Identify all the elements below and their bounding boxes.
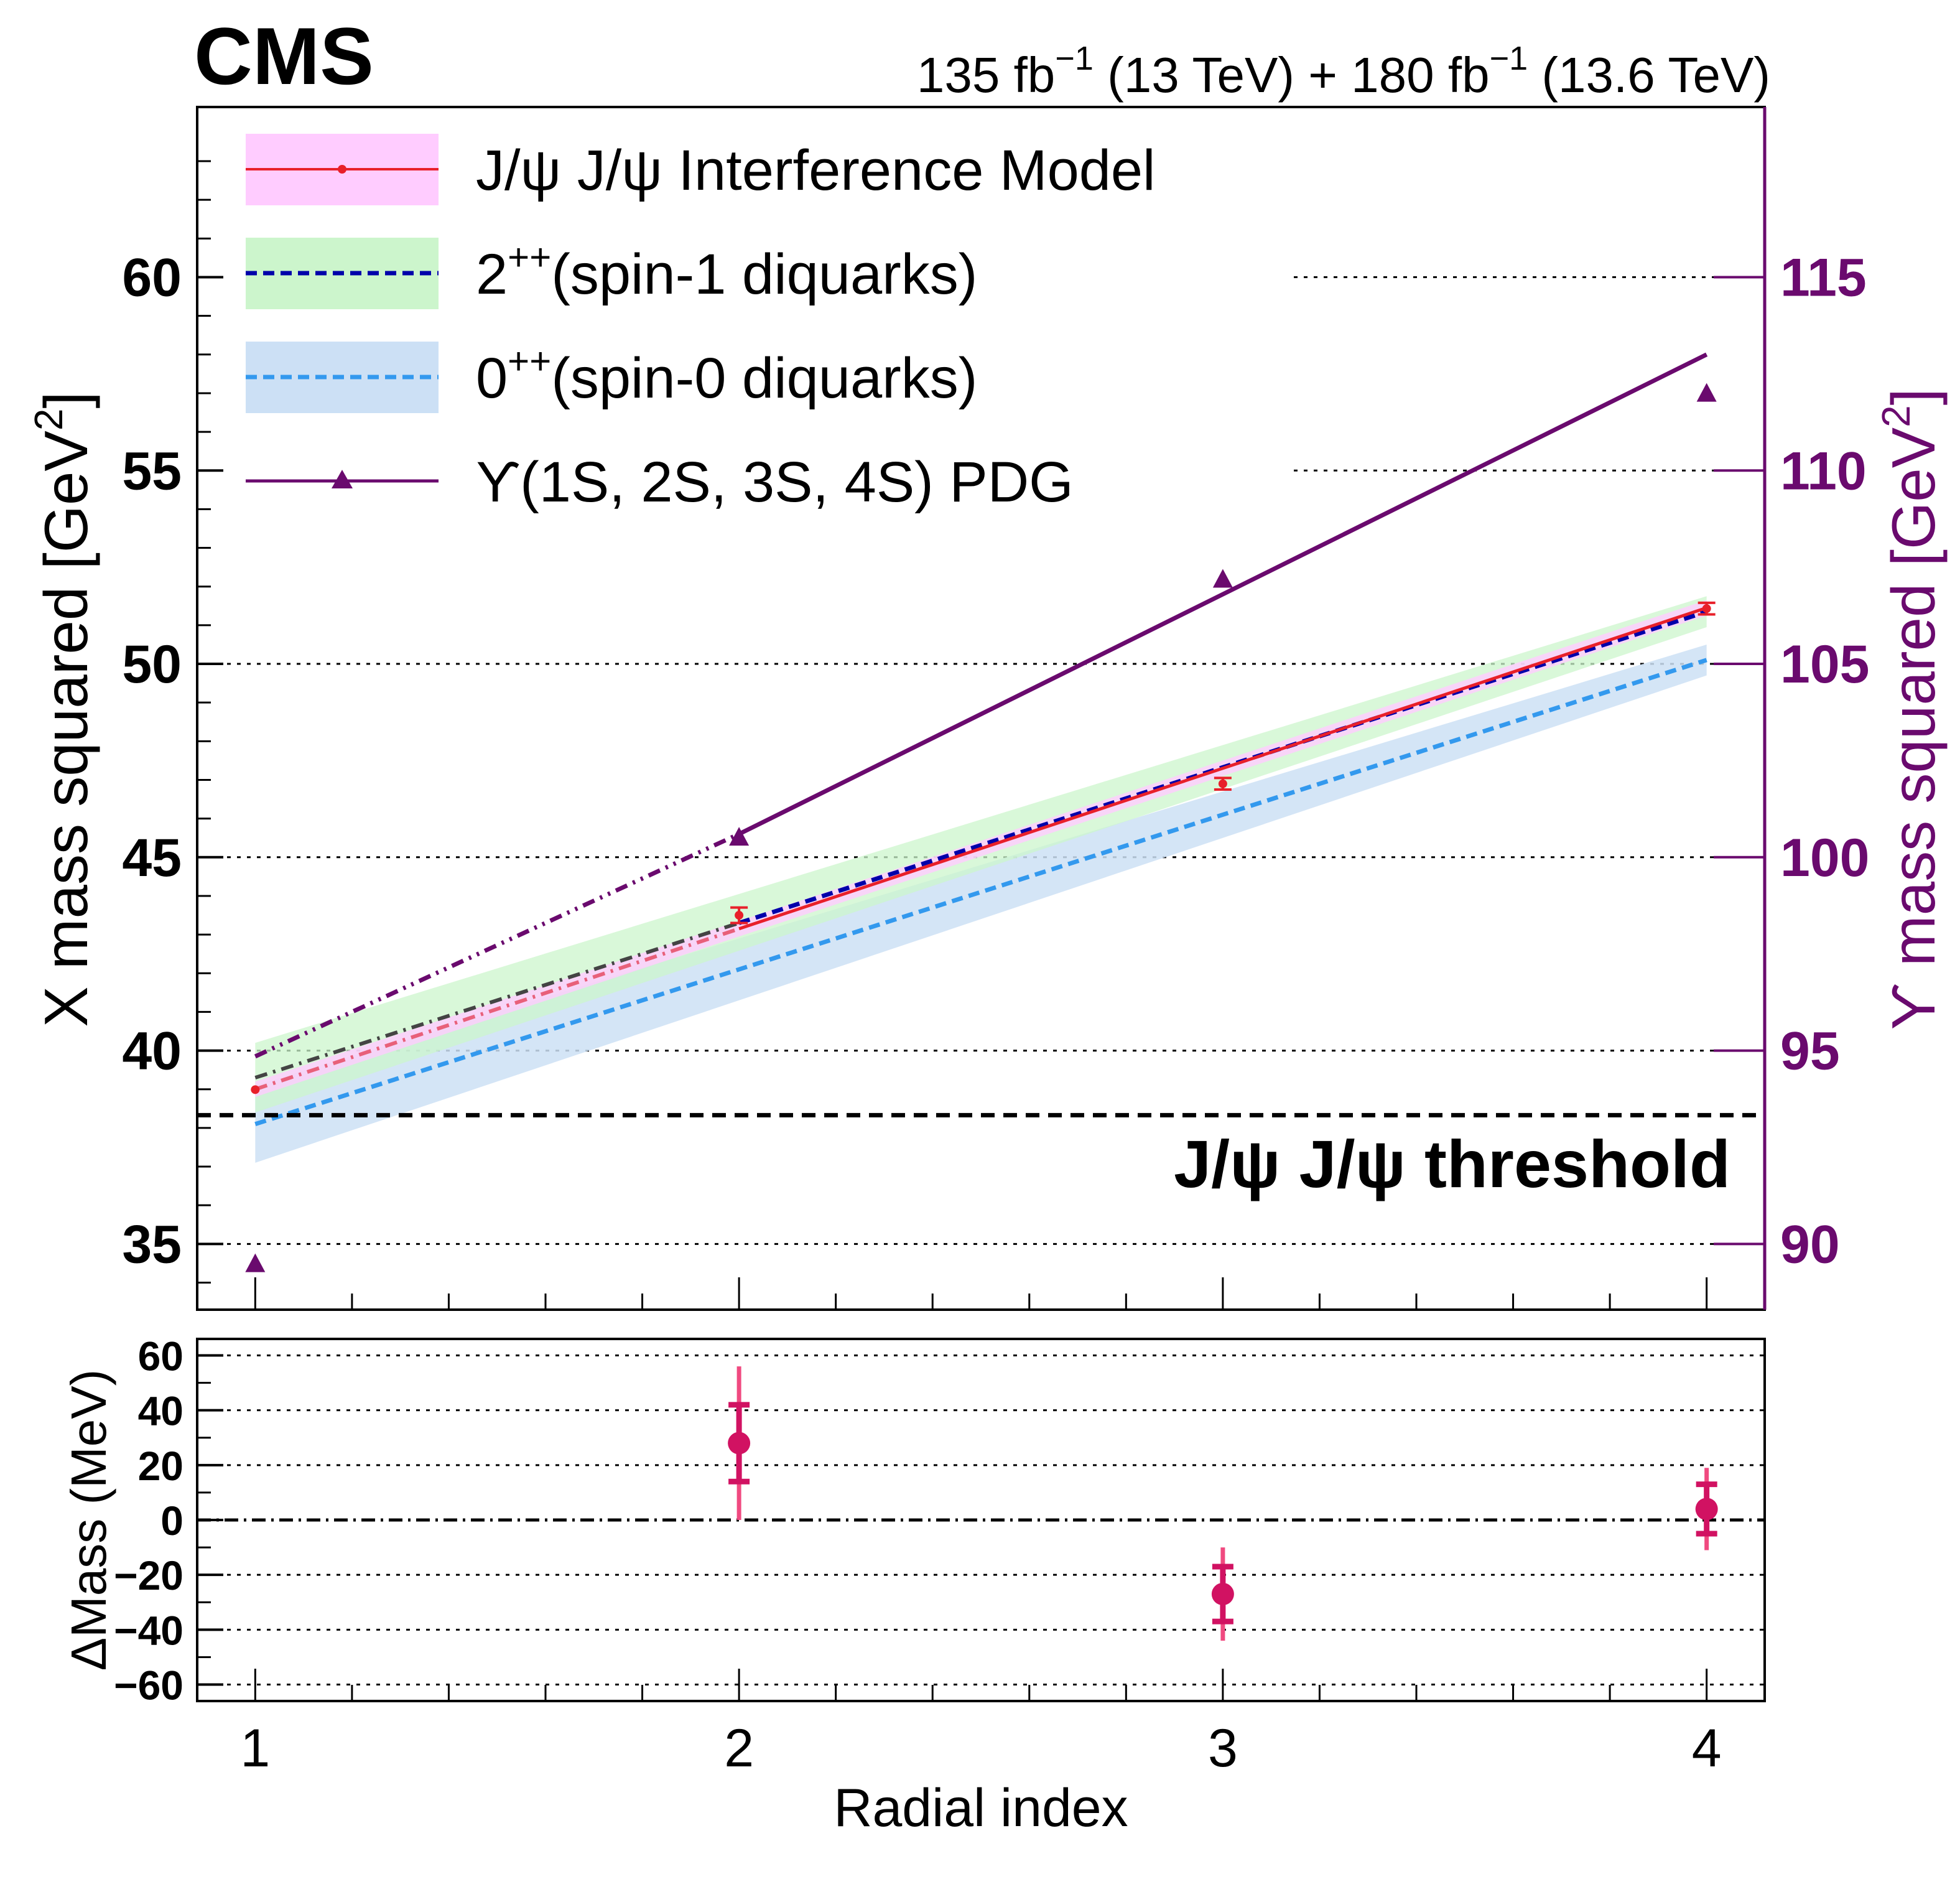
lower-gridlines bbox=[197, 1354, 1765, 1686]
y2-axis-title-exponent: 2 bbox=[1874, 405, 1918, 427]
legend-spin0-text: (spin-0 diquarks) bbox=[551, 347, 977, 410]
threshold-label: J/ψ J/ψ threshold bbox=[1174, 1126, 1730, 1201]
lumi-b-exponent: −1 bbox=[1490, 40, 1528, 77]
lower-axis-ticks: −60 −40 −20 0 20 40 60 1 2 3 4 bbox=[114, 1333, 1722, 1778]
upsilon-point-1 bbox=[245, 1253, 266, 1272]
data-points bbox=[245, 383, 1717, 1272]
lumi-a-exponent: −1 bbox=[1055, 40, 1094, 77]
lower-y-axis-title: ΔMass (MeV) bbox=[61, 1369, 116, 1671]
x-tick-label-1: 1 bbox=[240, 1718, 270, 1778]
legend-spin1-text: (spin-1 diquarks) bbox=[551, 243, 977, 306]
legend-entry-spin1: 2++(spin-1 diquarks) bbox=[246, 236, 977, 309]
interference-point-1 bbox=[251, 1085, 260, 1094]
y-axis-title: X mass squared [GeV2] bbox=[26, 391, 100, 1027]
lumi-b: 180 fb bbox=[1351, 47, 1489, 103]
interference-point-3 bbox=[1218, 779, 1227, 788]
interference-point-4 bbox=[1702, 604, 1711, 613]
lower-y-tick-label--40: −40 bbox=[114, 1607, 183, 1653]
upper-axis-ticks: 35 40 45 50 55 60 90 95 100 105 110 115 bbox=[122, 160, 1870, 1310]
y2-axis-title: ϒ mass squared [GeV2] bbox=[1874, 388, 1948, 1030]
legend-label-interference: J/ψ J/ψ Interference Model bbox=[476, 139, 1156, 202]
legend-spin0-sup: ++ bbox=[508, 340, 551, 382]
lower-y-tick-label-60: 60 bbox=[138, 1333, 183, 1379]
legend-entry-spin0: 0++(spin-0 diquarks) bbox=[246, 340, 977, 413]
y-axis-title-exponent: 2 bbox=[26, 408, 71, 431]
legend: J/ψ J/ψ Interference Model 2++(spin-1 di… bbox=[246, 134, 1156, 514]
lumi-b-energy: (13.6 TeV) bbox=[1528, 47, 1770, 103]
x-tick-label-4: 4 bbox=[1692, 1718, 1722, 1778]
y2-tick-label-90: 90 bbox=[1780, 1214, 1840, 1274]
x-tick-label-3: 3 bbox=[1208, 1718, 1238, 1778]
experiment-label: CMS bbox=[194, 11, 374, 101]
legend-spin0-prefix: 0 bbox=[476, 347, 508, 410]
line-upsilon bbox=[738, 352, 1708, 836]
y2-tick-label-105: 105 bbox=[1780, 635, 1870, 694]
lower-y-tick-label-40: 40 bbox=[138, 1388, 183, 1434]
upsilon-point-4 bbox=[1696, 383, 1717, 402]
legend-marker-interference bbox=[338, 165, 346, 174]
x-axis-title: Radial index bbox=[834, 1778, 1128, 1838]
line-interference-extrapolation bbox=[254, 926, 740, 1091]
residual-point-4 bbox=[1695, 1498, 1718, 1521]
y-tick-label-60: 60 bbox=[122, 248, 182, 307]
y-tick-label-55: 55 bbox=[122, 441, 182, 501]
residual-point-3 bbox=[1211, 1583, 1234, 1606]
luminosity-label: 135 fb−1 (13 TeV) + 180 fb−1 (13.6 TeV) bbox=[917, 40, 1770, 103]
y-tick-label-35: 35 bbox=[122, 1214, 182, 1274]
lumi-a: 135 fb bbox=[917, 47, 1055, 103]
y-tick-label-45: 45 bbox=[122, 828, 182, 888]
line-spin1-extrapolation bbox=[254, 921, 740, 1079]
y-tick-label-50: 50 bbox=[122, 635, 182, 694]
upsilon-point-2 bbox=[729, 827, 750, 846]
upsilon-point-3 bbox=[1212, 569, 1233, 588]
legend-label-spin1: 2++(spin-1 diquarks) bbox=[476, 236, 977, 306]
band-spin0 bbox=[255, 644, 1707, 1163]
legend-entry-upsilon: ϒ(1S, 2S, 3S, 4S) PDG bbox=[246, 450, 1074, 514]
y-tick-label-40: 40 bbox=[122, 1022, 182, 1081]
lower-y-tick-label-0: 0 bbox=[160, 1498, 183, 1544]
y2-tick-label-100: 100 bbox=[1780, 828, 1870, 888]
line-upsilon-extrapolation bbox=[254, 832, 740, 1059]
residual-point-2 bbox=[728, 1432, 751, 1455]
legend-spin1-prefix: 2 bbox=[476, 243, 508, 306]
lumi-a-energy: (13 TeV) + bbox=[1094, 47, 1351, 103]
residual-points bbox=[728, 1366, 1718, 1641]
legend-entry-interference-model: J/ψ J/ψ Interference Model bbox=[246, 134, 1156, 205]
y-axis-title-close: ] bbox=[32, 391, 100, 408]
lower-y-tick-label--20: −20 bbox=[114, 1552, 183, 1598]
lower-y-tick-label-20: 20 bbox=[138, 1443, 183, 1489]
legend-label-upsilon: ϒ(1S, 2S, 3S, 4S) PDG bbox=[476, 450, 1074, 514]
y2-tick-label-95: 95 bbox=[1780, 1022, 1840, 1081]
y2-tick-label-115: 115 bbox=[1780, 248, 1867, 307]
line-spin0 bbox=[254, 658, 1707, 1126]
legend-spin1-sup: ++ bbox=[508, 236, 551, 278]
model-lines bbox=[254, 352, 1708, 1126]
y2-axis-title-text: ϒ mass squared [GeV bbox=[1879, 427, 1948, 1030]
interference-point-2 bbox=[735, 911, 744, 920]
legend-marker-upsilon bbox=[332, 470, 353, 488]
x-tick-label-2: 2 bbox=[724, 1718, 754, 1778]
y-axis-title-text: X mass squared [GeV bbox=[32, 431, 100, 1027]
lower-panel-frame bbox=[196, 1338, 1766, 1702]
y2-tick-label-110: 110 bbox=[1780, 441, 1867, 501]
y2-axis-title-close: ] bbox=[1879, 388, 1948, 405]
lower-y-tick-label--60: −60 bbox=[114, 1662, 183, 1709]
line-interference bbox=[738, 606, 1707, 931]
legend-label-spin0: 0++(spin-0 diquarks) bbox=[476, 340, 977, 410]
